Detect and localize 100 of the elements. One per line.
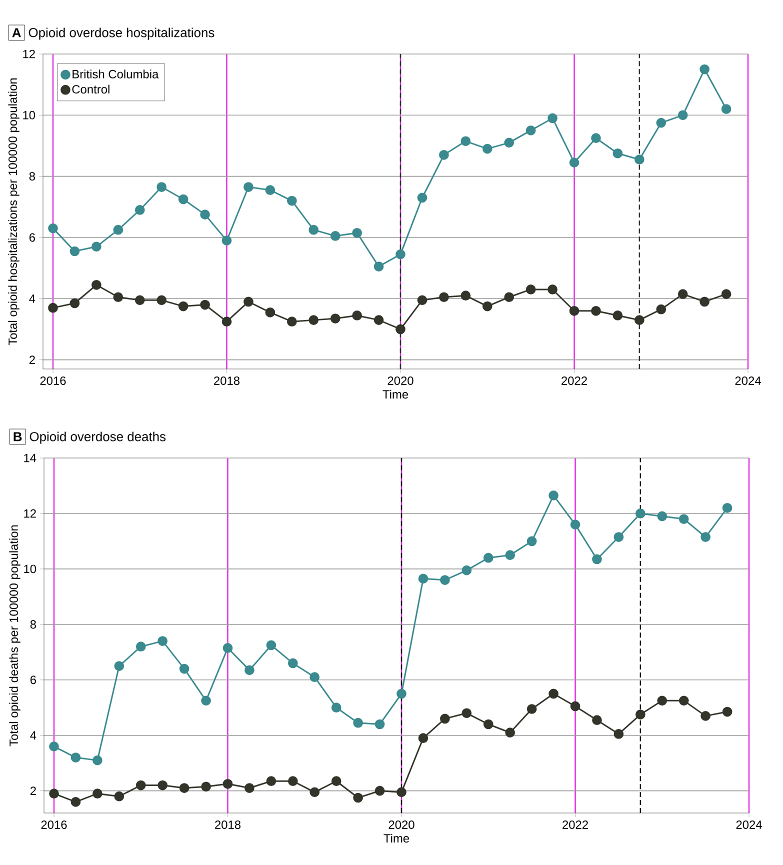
point: [374, 315, 384, 325]
point: [417, 192, 428, 203]
point: [266, 640, 276, 650]
point: [634, 154, 644, 164]
point: [49, 788, 59, 799]
x-axis-title: Time: [384, 834, 410, 843]
point: [700, 296, 710, 307]
point: [178, 301, 188, 312]
point: [526, 284, 536, 294]
point: [265, 185, 276, 196]
point: [614, 532, 624, 542]
point: [244, 665, 254, 676]
point: [482, 301, 492, 312]
point: [222, 236, 232, 246]
point: [374, 262, 384, 272]
y-tick-label: 6: [30, 676, 36, 684]
point: [439, 292, 449, 302]
x-tick-label: 2016: [40, 376, 66, 385]
y-tick-label: 10: [24, 564, 36, 574]
point: [352, 228, 362, 238]
point: [504, 138, 514, 148]
point: [136, 642, 146, 652]
legend-label: British Columbia: [72, 70, 159, 78]
point: [396, 324, 406, 334]
point: [222, 778, 233, 789]
point: [612, 148, 623, 158]
point: [700, 64, 710, 74]
point: [591, 306, 601, 316]
point: [483, 719, 494, 730]
point: [418, 733, 428, 744]
point: [678, 110, 688, 120]
point: [156, 295, 167, 306]
point: [222, 316, 232, 327]
point: [244, 296, 254, 307]
x-tick-label: 2018: [215, 820, 241, 829]
point: [678, 696, 689, 706]
point: [526, 536, 537, 546]
chart-title: Opioid overdose hospitalizations: [28, 28, 214, 40]
point: [286, 316, 297, 327]
point: [635, 710, 646, 720]
x-tick-label: 2016: [41, 820, 67, 829]
point: [721, 289, 732, 299]
point: [656, 118, 666, 128]
chart-title: Opioid overdose deaths: [30, 432, 166, 444]
point: [48, 302, 58, 313]
point: [548, 284, 558, 294]
point: [483, 552, 494, 563]
point: [396, 249, 406, 260]
point: [462, 708, 472, 718]
point: [657, 511, 668, 522]
point: [92, 788, 102, 799]
point: [700, 710, 711, 721]
point: [200, 210, 210, 220]
text: B: [14, 432, 22, 442]
point: [700, 532, 711, 542]
point: [591, 133, 601, 144]
point: [614, 729, 624, 739]
point: [179, 664, 190, 674]
point: [548, 113, 558, 124]
point: [330, 231, 340, 241]
point: [288, 776, 298, 786]
point: [374, 786, 385, 796]
point: [134, 295, 145, 306]
y-tick-label: 14: [24, 454, 36, 462]
x-tick-label: 2020: [388, 376, 414, 385]
point: [505, 550, 516, 560]
point: [70, 246, 80, 256]
point: [418, 574, 428, 584]
point: [331, 702, 342, 713]
point: [156, 182, 167, 192]
point: [331, 776, 342, 786]
point: [440, 714, 450, 724]
point: [440, 575, 450, 585]
point: [113, 224, 124, 235]
point: [548, 490, 558, 500]
point: [353, 792, 363, 803]
legend-label: Control: [72, 84, 110, 94]
point: [460, 136, 471, 146]
y-axis-title: Total opioid deaths per 100000 population: [9, 525, 20, 746]
point: [396, 787, 406, 798]
point: [526, 126, 536, 136]
point: [286, 196, 297, 206]
point: [70, 298, 80, 308]
y-tick-label: 4: [30, 731, 36, 740]
point: [721, 104, 732, 114]
point: [482, 144, 492, 154]
point: [569, 306, 580, 316]
y-tick-label: 4: [29, 294, 36, 303]
point: [634, 315, 644, 325]
point: [70, 796, 81, 807]
y-tick-label: 2: [29, 356, 35, 364]
point: [244, 783, 254, 793]
point: [114, 791, 124, 802]
point: [657, 696, 668, 706]
x-tick-label: 2022: [562, 820, 588, 829]
point: [352, 310, 362, 320]
point: [460, 290, 471, 301]
point: [49, 742, 59, 752]
point: [266, 776, 276, 786]
point: [505, 728, 516, 738]
